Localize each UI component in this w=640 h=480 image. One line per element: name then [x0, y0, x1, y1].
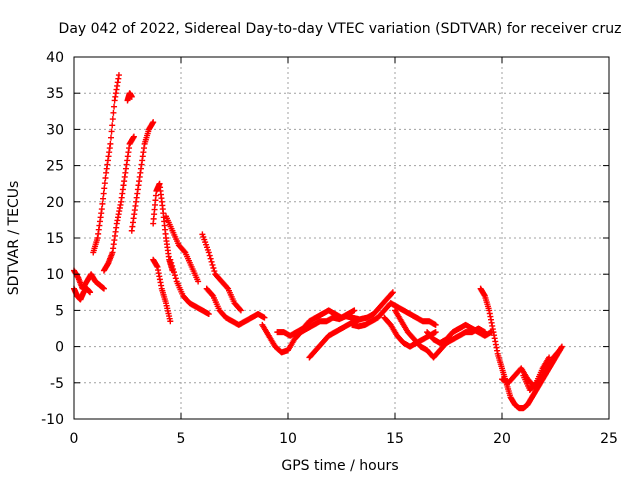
series-arc-4 — [100, 133, 137, 274]
x-tick-label: 15 — [386, 431, 404, 447]
y-axis-label: SDTVAR / TECUs — [6, 181, 22, 296]
series-arc-5 — [124, 90, 135, 104]
data-point — [128, 93, 135, 100]
data-point — [558, 343, 565, 350]
data-point — [432, 329, 439, 336]
data-point — [207, 255, 214, 262]
y-tick-label: 25 — [46, 159, 64, 175]
data-point — [556, 347, 563, 354]
data-point — [110, 109, 117, 116]
y-tick-label: 0 — [55, 340, 64, 356]
data-point — [108, 128, 115, 135]
data-point — [205, 311, 212, 318]
series-arc-6 — [128, 119, 157, 234]
series-arc-16 — [349, 300, 439, 330]
x-axis-ticks: 0 5 10 15 20 25 — [70, 57, 618, 447]
y-tick-label: 35 — [46, 86, 64, 102]
y-tick-label: 20 — [46, 195, 64, 211]
x-tick-label: 5 — [177, 431, 186, 447]
data-point — [100, 195, 107, 202]
data-point — [195, 278, 202, 285]
data-point — [170, 269, 177, 276]
data-point — [532, 380, 539, 387]
data-point — [432, 321, 439, 328]
series-arc-7 — [150, 180, 176, 274]
data-point — [209, 261, 216, 268]
series-arc-20 — [477, 285, 565, 412]
data-point — [111, 103, 118, 110]
data-point — [205, 249, 212, 256]
series-arc-10 — [167, 256, 212, 318]
grid-lines — [74, 57, 609, 419]
data-point — [99, 200, 106, 207]
data-point — [170, 266, 177, 273]
data-point — [169, 262, 176, 269]
series-arc-11 — [199, 231, 244, 314]
data-point — [181, 248, 188, 255]
y-tick-label: -5 — [50, 376, 64, 392]
y-tick-label: -10 — [41, 412, 64, 428]
data-point — [130, 133, 137, 140]
data-point — [115, 72, 122, 79]
data-point — [388, 290, 395, 297]
x-tick-label: 25 — [600, 431, 618, 447]
data-point — [107, 140, 114, 147]
data-point — [209, 291, 216, 298]
data-point — [101, 185, 108, 192]
data-point — [261, 314, 268, 321]
data-point — [546, 354, 553, 361]
y-tick-label: 40 — [46, 50, 64, 66]
data-point — [208, 258, 215, 265]
series-arc-2 — [71, 285, 94, 303]
x-tick-label: 10 — [279, 431, 297, 447]
data-point — [167, 318, 174, 325]
x-tick-label: 20 — [493, 431, 511, 447]
data-point — [172, 275, 179, 282]
data-point — [87, 289, 94, 296]
x-tick-label: 0 — [70, 431, 79, 447]
data-point — [102, 175, 109, 182]
data-point — [237, 306, 244, 313]
data-point — [109, 116, 116, 123]
y-tick-label: 30 — [46, 122, 64, 138]
data-point — [389, 289, 396, 296]
data-point — [167, 256, 174, 263]
data-point — [100, 190, 107, 197]
y-tick-label: 15 — [46, 231, 64, 247]
y-axis-ticks: -10 -5 0 5 10 15 20 25 30 35 40 — [41, 50, 609, 428]
data-point — [168, 259, 175, 266]
data-point — [150, 119, 157, 126]
data-point — [237, 307, 244, 314]
data-point — [211, 268, 218, 275]
data-points — [71, 72, 565, 412]
data-point — [351, 307, 358, 314]
data-point — [107, 134, 114, 141]
data-point — [98, 206, 105, 213]
series-arc-19 — [424, 321, 495, 346]
y-tick-label: 10 — [46, 267, 64, 283]
data-point — [100, 285, 107, 292]
data-point — [109, 122, 116, 129]
data-point — [206, 252, 213, 259]
y-tick-label: 5 — [55, 303, 64, 319]
chart-title: Day 042 of 2022, Sidereal Day-to-day VTE… — [59, 21, 622, 37]
data-point — [210, 264, 217, 271]
series-arc-12 — [203, 285, 268, 328]
data-point — [555, 348, 562, 355]
series-arc-14 — [274, 307, 358, 339]
series-arc-22 — [520, 354, 553, 394]
data-point — [224, 284, 231, 291]
series-arc-3 — [90, 72, 122, 256]
series-arc-9 — [163, 213, 202, 285]
series-arc-8 — [150, 256, 174, 325]
data-point — [171, 272, 178, 279]
data-point — [101, 180, 108, 187]
series-arc-15 — [306, 289, 396, 361]
x-axis-label: GPS time / hours — [281, 458, 398, 474]
